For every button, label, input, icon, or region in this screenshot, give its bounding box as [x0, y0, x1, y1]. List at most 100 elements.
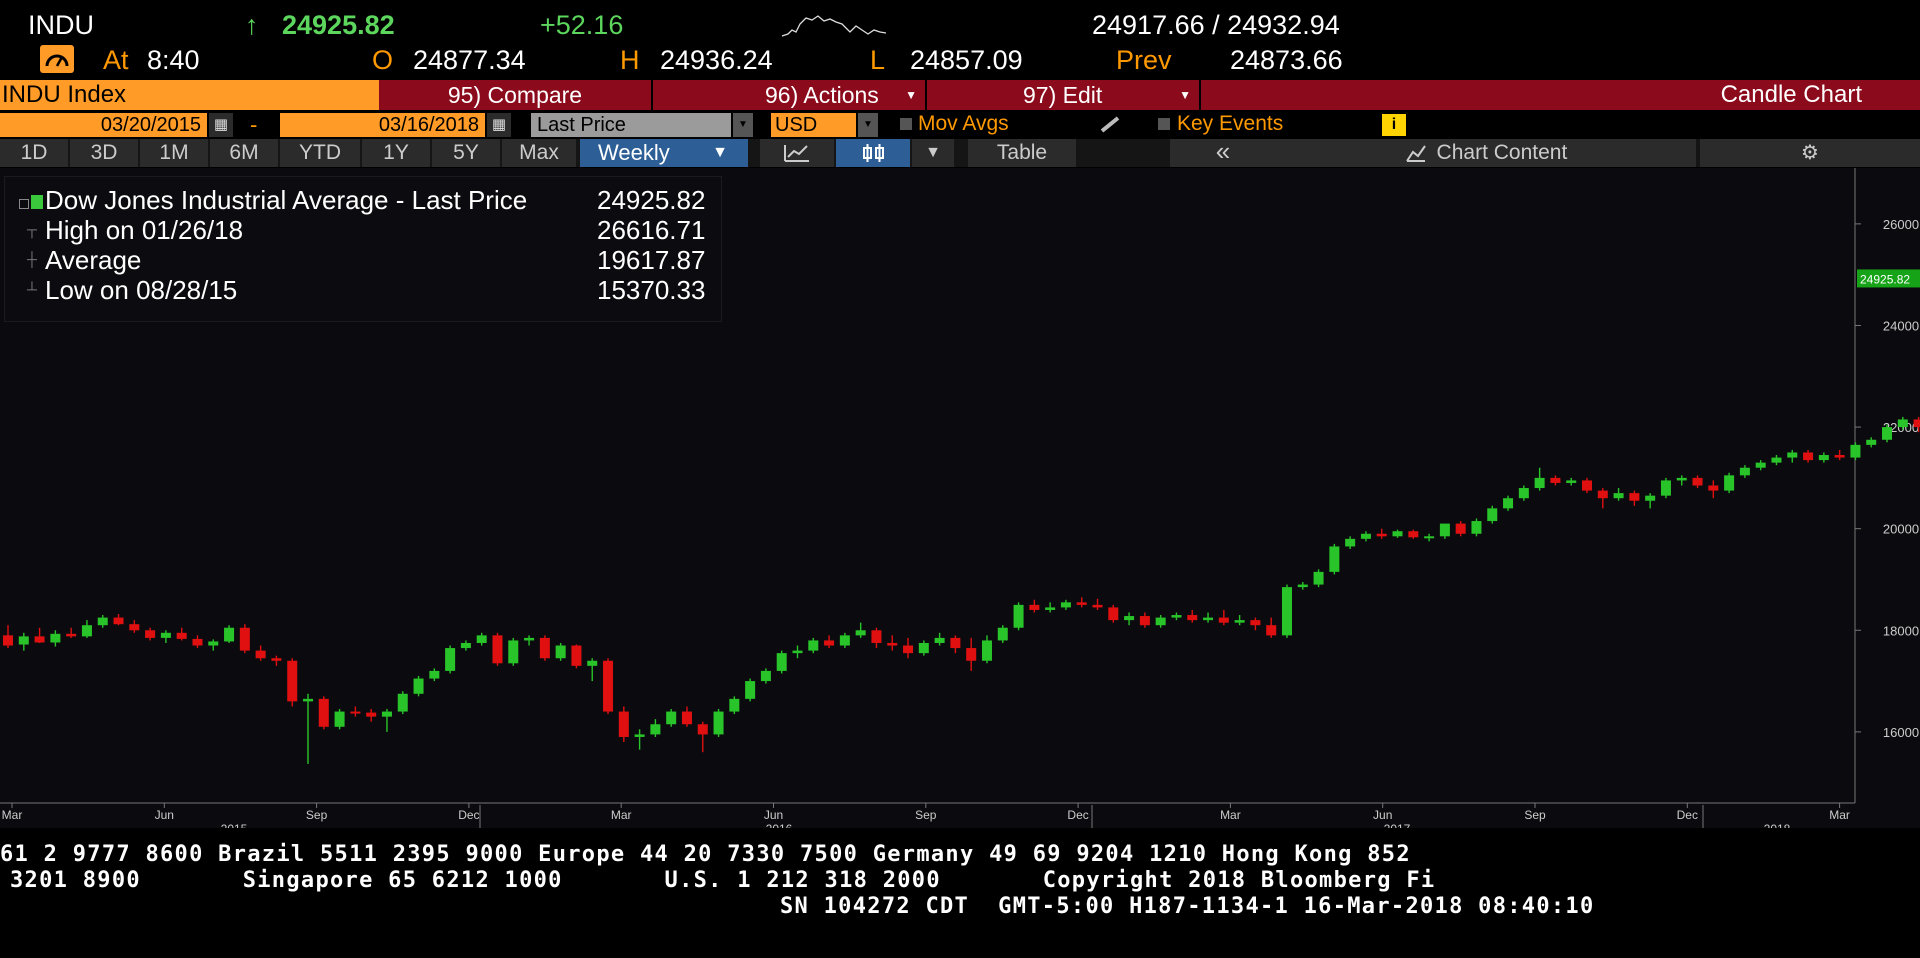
candle-body [1139, 616, 1150, 626]
candle-body [808, 640, 819, 651]
actions-menu[interactable]: 96) Actions ▼ [653, 80, 925, 110]
line-chart-icon[interactable] [760, 139, 834, 167]
candle-body [1692, 477, 1703, 486]
x-month-label: Mar [1220, 808, 1241, 822]
candle-body [1013, 604, 1024, 628]
currency-field[interactable]: USD [771, 113, 856, 137]
bid-ask: 24917.66 / 24932.94 [1092, 10, 1340, 40]
security-field[interactable]: INDU Index [0, 80, 379, 110]
end-date-field[interactable]: 03/16/2018 [280, 113, 485, 137]
period-tab-3d[interactable]: 3D [70, 139, 138, 167]
x-year-label: 2016 [766, 822, 793, 828]
candle-body [1518, 488, 1529, 499]
candle-body [776, 653, 787, 671]
candle-body [34, 636, 45, 643]
candle-body [839, 635, 850, 646]
candle-body [1660, 480, 1671, 496]
chevron-down-icon[interactable]: ▼ [912, 139, 954, 167]
calendar-icon[interactable]: ▦ [209, 113, 233, 137]
price-field-select[interactable]: Last Price [531, 113, 731, 137]
candle-body [824, 640, 835, 646]
candle-body [697, 724, 708, 735]
candle-body [997, 627, 1008, 641]
candle-body [160, 632, 171, 638]
candle-body [1755, 462, 1766, 468]
edit-menu[interactable]: 97) Edit ▼ [927, 80, 1199, 110]
key-events-checkbox[interactable] [1158, 118, 1170, 130]
candle-body [887, 642, 898, 646]
candle-body [1534, 477, 1545, 489]
candle-body [97, 617, 108, 626]
candle-body [871, 630, 882, 643]
low-label: L [870, 45, 886, 75]
candle-chart-icon[interactable] [836, 139, 910, 167]
period-tab-max[interactable]: Max [502, 139, 576, 167]
speedometer-icon[interactable] [40, 45, 74, 73]
start-date-field[interactable]: 03/20/2015 [0, 113, 207, 137]
candle-body [129, 624, 140, 631]
candle-body [508, 640, 519, 664]
candle-body [239, 627, 250, 651]
candle-body [492, 635, 503, 664]
candle-body [981, 640, 992, 661]
candle-body [950, 637, 961, 649]
candle-body [1045, 607, 1056, 610]
legend-high-value: 26616.71 [597, 215, 706, 245]
candle-body [413, 678, 424, 694]
candle-body [1897, 419, 1908, 428]
collapse-toggle-icon[interactable] [19, 199, 29, 209]
chevron-down-icon[interactable]: ▼ [858, 113, 878, 137]
y-tick-label: 18000 [1883, 623, 1919, 638]
legend-low-label: Low on 08/28/15 [45, 275, 238, 305]
candle-body [1187, 615, 1198, 621]
frequency-select[interactable]: Weekly ▼ [580, 139, 748, 167]
candle-body [1566, 480, 1577, 483]
legend-high-label: High on 01/26/18 [45, 215, 244, 245]
candle-body [1155, 617, 1166, 626]
candle-body [855, 630, 866, 636]
legend-low-value: 15370.33 [597, 275, 706, 305]
candle-body [287, 660, 298, 702]
table-button[interactable]: Table [968, 139, 1076, 167]
open-label: O [372, 45, 394, 75]
candle-body [1297, 584, 1308, 588]
period-tab-1d[interactable]: 1D [0, 139, 68, 167]
x-month-label: Mar [1829, 808, 1850, 822]
gear-icon[interactable]: ⚙ [1700, 139, 1920, 167]
collapse-icon[interactable]: « [1170, 138, 1276, 167]
candle-body [634, 734, 645, 737]
period-tab-1m[interactable]: 1M [140, 139, 208, 167]
candle-body [271, 658, 282, 661]
period-tab-6m[interactable]: 6M [210, 139, 278, 167]
candle-body [1850, 444, 1861, 458]
x-year-label: 2018 [1764, 822, 1791, 828]
high-value: 24936.24 [660, 45, 773, 75]
candle-body [745, 681, 756, 699]
candle-body [1866, 439, 1877, 445]
candle-body [397, 693, 408, 712]
period-tab-ytd[interactable]: YTD [280, 139, 360, 167]
candle-body [1629, 493, 1640, 501]
pencil-icon[interactable] [1098, 113, 1122, 135]
legend-average-value: 19617.87 [597, 245, 706, 275]
period-tab-5y[interactable]: 5Y [432, 139, 500, 167]
compare-menu[interactable]: 95) Compare [379, 80, 651, 110]
candle-body [1092, 604, 1103, 608]
mov-avgs-label: Mov Avgs [918, 112, 1009, 135]
chevron-down-icon[interactable]: ▼ [733, 113, 753, 137]
calendar-icon[interactable]: ▦ [487, 113, 511, 137]
candle-body [1250, 620, 1261, 626]
info-icon[interactable]: i [1382, 114, 1406, 136]
chart-content-button[interactable]: Chart Content [1276, 139, 1696, 167]
period-tab-1y[interactable]: 1Y [362, 139, 430, 167]
candle-body [650, 724, 661, 735]
mov-avgs-checkbox[interactable] [900, 118, 912, 130]
edit-label: 97) Edit [1023, 82, 1103, 108]
candle-body [934, 637, 945, 643]
date-dash: - [250, 112, 258, 137]
candle-body [18, 636, 29, 645]
x-month-label: Sep [915, 808, 937, 822]
candle-body [445, 648, 456, 671]
chart-type-bar[interactable]: Candle Chart [1201, 80, 1920, 110]
legend-last-value: 24925.82 [597, 185, 706, 215]
